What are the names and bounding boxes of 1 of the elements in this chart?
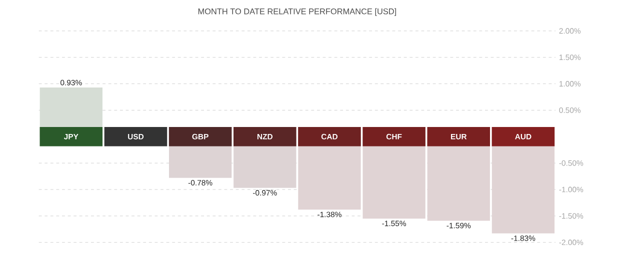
chart-title: MONTH TO DATE RELATIVE PERFORMANCE [USD] bbox=[198, 8, 396, 16]
